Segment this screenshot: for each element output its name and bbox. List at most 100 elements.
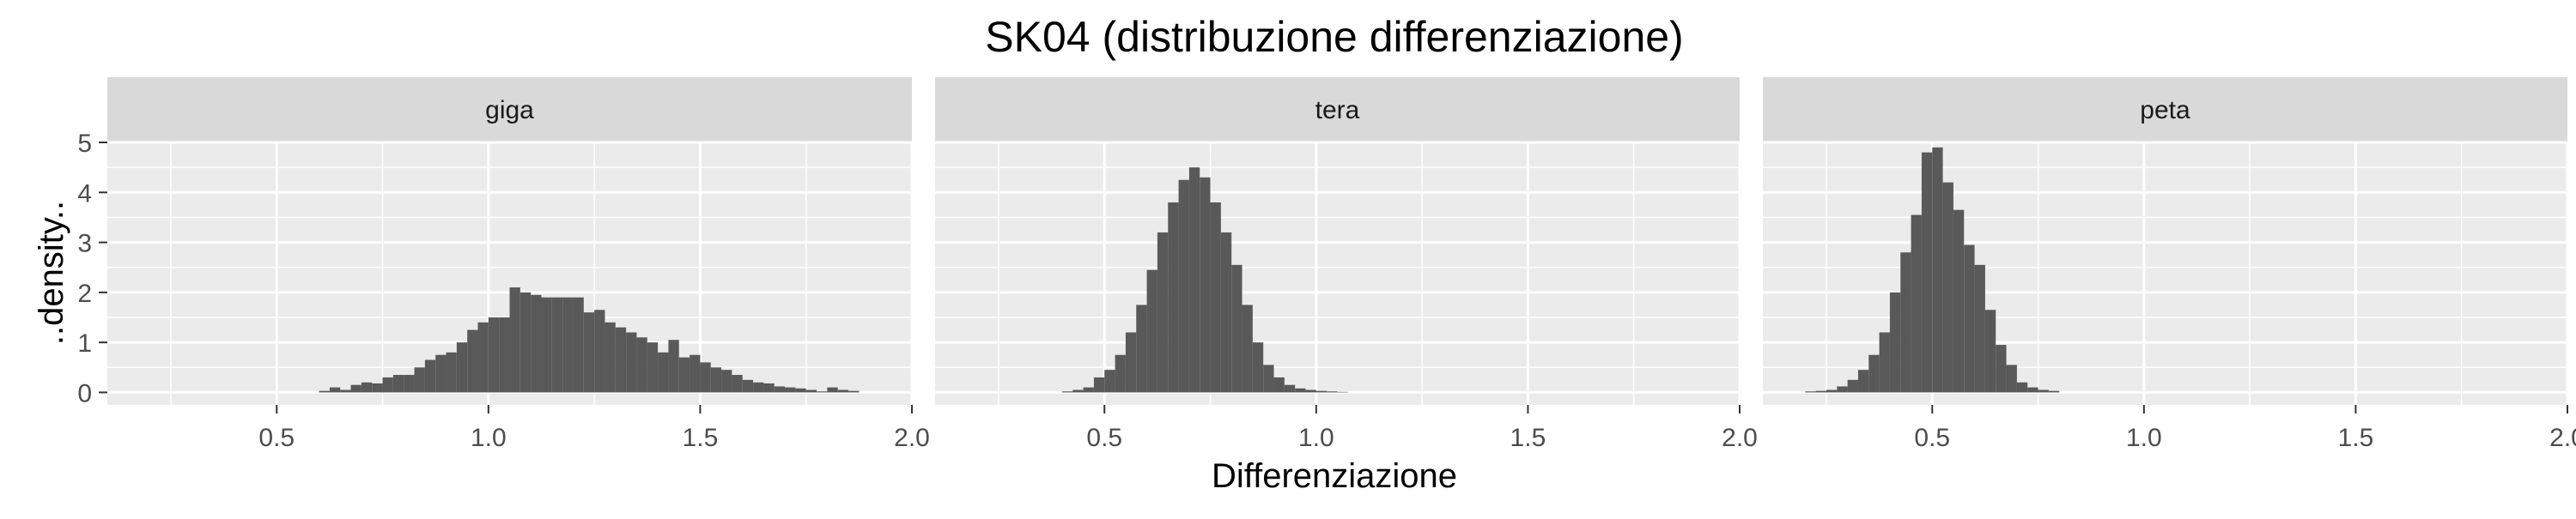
histogram-bar [690,354,701,393]
histogram-bar [1061,391,1073,393]
histogram-bar [1900,252,1911,393]
y-axis-title: ..density.. [33,201,70,345]
x-tick-label: 1.0 [471,424,507,452]
histogram-bar [340,389,351,393]
histogram-bar [361,382,373,393]
histogram-bar [551,297,563,393]
histogram-bar [1242,305,1253,393]
x-tick-label: 1.5 [2338,424,2374,452]
histogram-bar [1815,390,1826,393]
histogram-bar [1996,345,2007,393]
histogram-bar [1964,244,1975,393]
histogram-bar [1168,202,1179,393]
histogram-bar [763,383,775,393]
chart-title: SK04 (distribuzione differenziazione) [985,13,1683,61]
histogram-bar [1263,365,1274,393]
histogram-bar [1210,202,1221,393]
histogram-bar [1932,147,1943,393]
histogram-bar [1315,390,1327,393]
histogram-bar [1178,179,1189,393]
histogram-bar [435,354,447,393]
x-tick-label: 0.5 [1086,424,1122,452]
histogram-bar [626,332,637,393]
histogram-bar [742,379,754,393]
histogram-bar [1125,332,1137,393]
facet-strip [935,77,1740,142]
facet-panel-peta: peta 0.5 1.0 1.5 2.0 [1763,77,2576,452]
histogram-bar [1942,182,1953,393]
histogram-bar [562,297,574,393]
histogram-bar [615,327,627,393]
histogram-bar [424,359,436,393]
facet-strip-label: tera [1315,96,1360,124]
histogram-bar [848,390,860,393]
x-tick-label: 0.5 [1914,424,1950,452]
histogram-bar [1273,377,1285,393]
histogram-bar [1327,391,1338,393]
histogram-bar [1879,332,1890,393]
histogram-bar [372,383,383,393]
histogram-bar [1188,167,1200,393]
histogram-bar [1252,342,1264,393]
histogram-bar [1847,379,1858,393]
facet-panel-tera: tera 0.5 1.0 1.5 2.0 [935,77,1758,452]
x-tick-label: 1.5 [1510,424,1546,452]
y-tick-label: 0 [77,379,92,407]
histogram-bar [1337,391,1348,393]
histogram-bar [446,352,457,393]
histogram-bar [837,389,849,393]
histogram-bar [1921,152,1933,393]
x-axis-title: Differenziazione [1212,457,1457,495]
histogram-bar [319,390,330,393]
facet-strip [107,77,912,142]
x-tick-label: 2.0 [2549,424,2576,452]
histogram-bar [1857,370,1869,393]
histogram-bar [721,370,732,393]
histogram-bar [594,310,605,393]
histogram-bar [1953,209,1965,393]
histogram-bar [1136,305,1147,393]
x-tick-label: 1.0 [1298,424,1334,452]
histogram-bar [1220,232,1232,393]
histogram-bar [700,362,711,393]
histogram-bar [583,312,595,393]
histogram-bar [678,357,690,393]
histogram-bar [1072,389,1084,393]
histogram-bar [541,297,552,393]
histogram-bar [827,387,838,393]
histogram-bar [1826,389,1838,393]
histogram-bar [329,387,341,393]
x-tick-label: 2.0 [894,424,930,452]
y-tick-label: 5 [77,130,92,158]
histogram-bar [350,384,361,393]
histogram-bar [1231,264,1242,393]
histogram-bar [2016,382,2028,393]
histogram-bar [467,329,478,393]
histogram-bar [1911,214,1922,393]
histogram-bar [1093,377,1105,393]
histogram-bar [658,352,669,393]
facet-panels: giga 0.5 1.0 1.5 2.0 tera 0.5 1.0 1.5 2.0 peta 0.5 1… [77,77,2576,452]
histogram-bar [1305,389,1316,393]
histogram-bar [2027,387,2038,393]
histogram-bar [509,287,520,393]
histogram-bar [519,292,532,393]
histogram-bar [1284,384,1296,393]
histogram-bar [1115,354,1126,393]
y-tick-label: 4 [77,179,92,208]
histogram-bar [2006,365,2017,393]
histogram-bar [1805,391,1816,393]
histogram-bar [1083,387,1094,393]
facet-panel-giga: giga 0.5 1.0 1.5 2.0 [107,77,930,452]
histogram-bar [753,382,764,393]
y-tick-label: 3 [77,230,92,258]
histogram-bar [636,337,647,393]
histogram-bar [1974,264,1985,393]
histogram-bar [1868,354,1880,393]
facet-strip-label: peta [2140,96,2190,124]
histogram-bar [404,375,415,393]
y-tick-label: 2 [77,280,92,308]
histogram-bar [605,322,616,393]
histogram-bar [414,367,425,393]
